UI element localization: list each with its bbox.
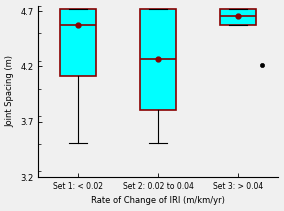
X-axis label: Rate of Change of IRI (m/km/yr): Rate of Change of IRI (m/km/yr) xyxy=(91,196,225,206)
PathPatch shape xyxy=(220,9,256,26)
Y-axis label: Joint Spacing (m): Joint Spacing (m) xyxy=(6,55,14,127)
PathPatch shape xyxy=(140,9,176,110)
PathPatch shape xyxy=(60,9,96,76)
